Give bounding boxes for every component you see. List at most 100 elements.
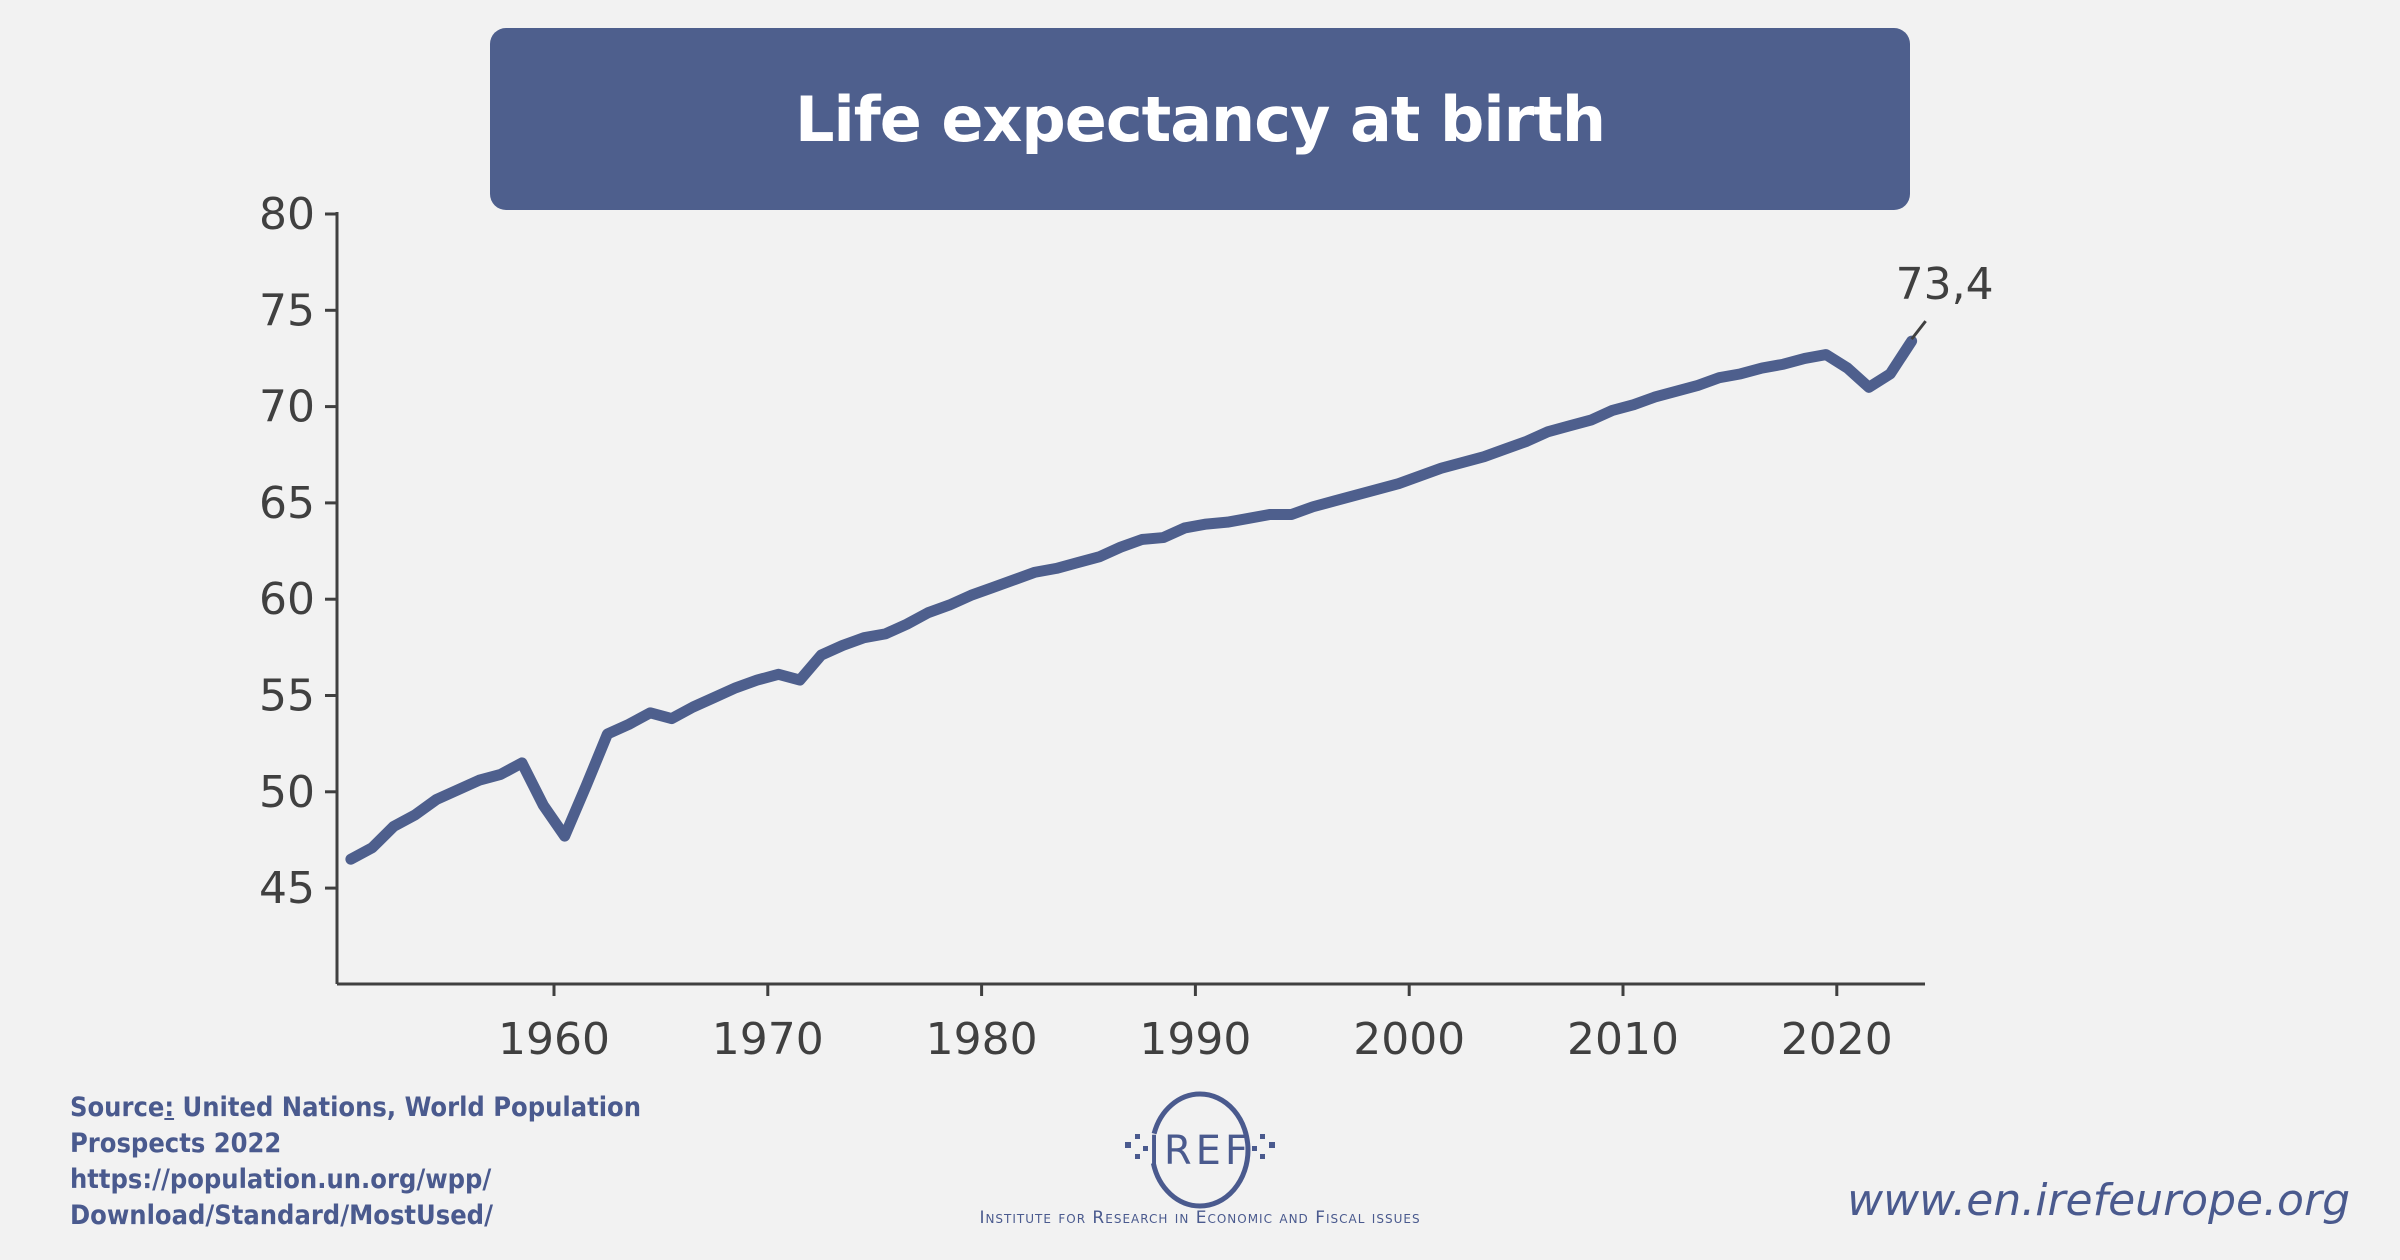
data-point	[948, 603, 951, 606]
data-point	[1568, 424, 1571, 427]
data-point	[905, 623, 908, 626]
data-point	[1632, 403, 1635, 406]
data-point	[1910, 340, 1913, 343]
data-point	[1739, 372, 1742, 375]
data-point	[1205, 523, 1208, 526]
data-point	[777, 673, 780, 676]
iref-logo: IREF	[1125, 1091, 1275, 1209]
data-point	[1098, 555, 1101, 558]
data-point	[1376, 488, 1379, 491]
source-link-line2[interactable]: Download/Standard/MostUsed/	[70, 1200, 493, 1231]
data-point	[1675, 390, 1678, 393]
institute-name: Institute for Research in Economic and F…	[979, 1208, 1421, 1228]
y-tick-label: 80	[259, 189, 315, 240]
data-point	[1034, 571, 1037, 574]
y-tick-label: 45	[259, 863, 315, 914]
data-point	[1055, 567, 1058, 570]
y-tick-label: 70	[259, 382, 315, 433]
data-point	[1589, 419, 1592, 422]
data-point	[1760, 367, 1763, 370]
source-colon: :	[164, 1092, 175, 1123]
data-point	[1076, 561, 1079, 564]
data-point	[606, 733, 609, 736]
data-point	[820, 654, 823, 657]
x-tick-label: 1980	[926, 1014, 1038, 1065]
data-point	[1718, 376, 1721, 379]
data-point	[1654, 395, 1657, 398]
data-point	[1183, 526, 1186, 529]
data-point	[1547, 430, 1550, 433]
data-point	[585, 785, 588, 788]
data-point	[1782, 363, 1785, 366]
x-tick-label: 1990	[1139, 1014, 1251, 1065]
data-point	[691, 706, 694, 709]
data-point	[756, 679, 759, 682]
data-point	[927, 611, 930, 614]
data-point	[1504, 447, 1507, 450]
data-point	[1269, 513, 1272, 516]
data-point	[969, 594, 972, 597]
x-tick-label: 2010	[1567, 1014, 1679, 1065]
data-point	[884, 632, 887, 635]
data-point	[1162, 536, 1165, 539]
source-label: Source	[70, 1092, 165, 1123]
data-point	[1696, 384, 1699, 387]
title-banner: Life expectancy at birth	[490, 28, 1910, 210]
x-tick-label: 1970	[712, 1014, 824, 1065]
data-point	[1440, 467, 1443, 470]
data-point	[1611, 409, 1614, 412]
data-point	[414, 813, 417, 816]
data-point	[1825, 353, 1828, 356]
data-point	[1311, 505, 1314, 508]
chart-title: Life expectancy at birth	[794, 82, 1606, 156]
data-point	[1889, 372, 1892, 375]
source-text: United Nations, World Population	[174, 1092, 642, 1123]
data-point	[734, 686, 737, 689]
data-point	[1140, 538, 1143, 541]
data-point	[499, 773, 502, 776]
source-link-line1[interactable]: https://population.un.org/wpp/	[70, 1164, 492, 1195]
y-tick-label: 75	[259, 285, 315, 336]
source-line2: Prospects 2022	[70, 1128, 282, 1159]
data-point	[1333, 499, 1336, 502]
data-point	[478, 779, 481, 782]
website-link[interactable]: www.en.irefeurope.org	[1847, 1175, 2350, 1226]
data-point	[563, 835, 566, 838]
data-point	[713, 696, 716, 699]
data-point	[627, 723, 630, 726]
data-point	[1846, 367, 1849, 370]
data-point	[1247, 517, 1250, 520]
data-point	[1525, 440, 1528, 443]
data-point	[435, 798, 438, 801]
data-point	[670, 717, 673, 720]
data-point	[841, 644, 844, 647]
x-tick-label: 1960	[498, 1014, 610, 1065]
data-point	[349, 858, 352, 861]
x-tick-label: 2000	[1353, 1014, 1465, 1065]
data-point	[991, 586, 994, 589]
data-point	[1483, 455, 1486, 458]
data-point	[542, 804, 545, 807]
data-point	[1461, 461, 1464, 464]
series-line-life-expectancy	[345, 335, 1918, 865]
data-point	[1803, 357, 1806, 360]
data-point	[1397, 482, 1400, 485]
source-note: Source: United Nations, World Population…	[70, 1090, 641, 1234]
y-tick-label: 50	[259, 767, 315, 818]
data-point	[1290, 513, 1293, 516]
data-point	[392, 825, 395, 828]
x-tick-label: 2020	[1781, 1014, 1893, 1065]
data-point	[863, 636, 866, 639]
data-point	[1226, 521, 1229, 524]
data-point	[1354, 494, 1357, 497]
data-point	[798, 679, 801, 682]
data-point	[1012, 578, 1015, 581]
y-tick-label: 60	[259, 574, 315, 625]
data-point	[1867, 386, 1870, 389]
y-tick-label: 55	[259, 671, 315, 722]
y-tick-label: 65	[259, 478, 315, 529]
data-point	[456, 788, 459, 791]
data-point	[520, 761, 523, 764]
data-point	[1418, 474, 1421, 477]
